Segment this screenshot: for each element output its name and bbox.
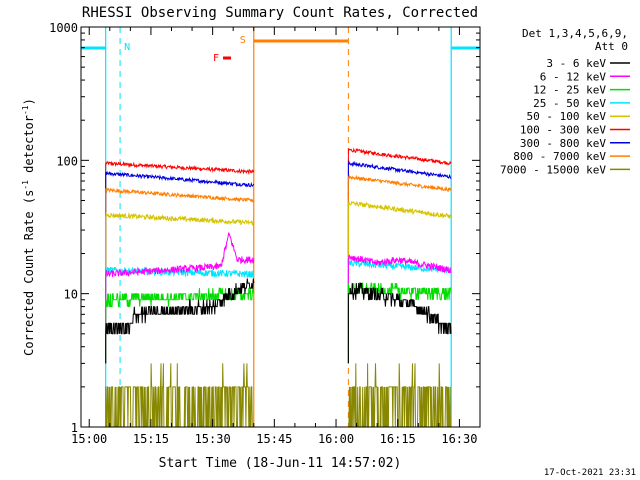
- series-line-1-seg2: [347, 147, 452, 364]
- series-line-5-seg2: [347, 259, 452, 364]
- series-line-2-seg2: [347, 159, 452, 364]
- x-tick-label-0: 15:00: [71, 432, 107, 446]
- y-axis-label-main: Corrected Count Rate (s: [22, 190, 36, 356]
- chart-title: RHESSI Observing Summary Count Rates, Co…: [82, 5, 478, 21]
- y-axis-label-mid: detector: [22, 115, 36, 180]
- y-tick-label-1: 10: [64, 288, 78, 302]
- series-line-5-seg1: [105, 266, 255, 364]
- legend-label-4: 50 - 100 keV: [527, 110, 607, 123]
- plot-clip-group: N F S: [81, 27, 479, 428]
- series-line-9-seg2: [348, 363, 451, 428]
- y-axis-label-sup1: -1: [21, 180, 30, 190]
- series-line-6-seg1: [105, 232, 255, 364]
- y-tick-label-0: 1: [71, 421, 78, 435]
- series-line-2-seg1: [105, 170, 255, 364]
- y-tick-label-3: 1000: [49, 21, 78, 35]
- legend-label-0: 3 - 6 keV: [546, 57, 606, 70]
- x-tick-label-1: 15:15: [133, 432, 169, 446]
- legend-header-1: Att 0: [595, 40, 628, 53]
- series-line-4-seg2: [347, 200, 452, 364]
- legend-label-5: 100 - 300 keV: [520, 124, 606, 137]
- footer-timestamp: 17-Oct-2021 23:31: [544, 468, 636, 478]
- x-tick-label-3: 15:45: [256, 432, 292, 446]
- legend-label-3: 25 - 50 keV: [533, 97, 606, 110]
- plot-frame: [80, 26, 481, 428]
- legend-label-8: 7000 - 15000 keV: [500, 163, 606, 176]
- series-line-1-seg1: [105, 160, 255, 364]
- flag-label-n: N: [124, 42, 130, 53]
- x-tick-label-2: 15:30: [195, 432, 231, 446]
- x-tick-label-4: 16:00: [318, 432, 354, 446]
- legend-label-1: 6 - 12 keV: [540, 70, 607, 83]
- series-line-4-seg1: [105, 211, 254, 364]
- series-line-3-seg1: [105, 187, 254, 364]
- x-tick-label-5: 16:15: [380, 432, 416, 446]
- x-axis-label: Start Time (18-Jun-11 14:57:02): [159, 456, 402, 471]
- series-line-6-seg2: [347, 254, 452, 364]
- legend-label-6: 300 - 800 keV: [520, 137, 606, 150]
- legend-label-7: 800 - 7000 keV: [513, 150, 606, 163]
- x-tick-label-6: 16:30: [441, 432, 477, 446]
- series-line-8-seg1: [105, 278, 255, 364]
- y-axis-label: Corrected Count Rate (s-1 detector-1): [21, 98, 36, 356]
- legend-label-2: 12 - 25 keV: [533, 84, 606, 97]
- x-axis-ticks: 15:00 15:15 15:30 15:45 16:00 16:15 16:30: [71, 27, 481, 446]
- series-line-9-seg1: [105, 363, 254, 428]
- y-tick-label-2: 100: [56, 154, 78, 168]
- series-line-8-seg2: [347, 282, 452, 364]
- flag-label-f: F: [213, 53, 219, 64]
- y-axis-ticks: 1 10 100 1000: [49, 21, 480, 435]
- y-axis-label-sup2: -1: [21, 105, 30, 115]
- legend-header-0: Det 1,3,4,5,6,9,: [522, 27, 628, 40]
- y-axis-label-end: ): [22, 98, 36, 105]
- series-line-3-seg2: [347, 174, 452, 364]
- flag-label-s: S: [240, 35, 246, 46]
